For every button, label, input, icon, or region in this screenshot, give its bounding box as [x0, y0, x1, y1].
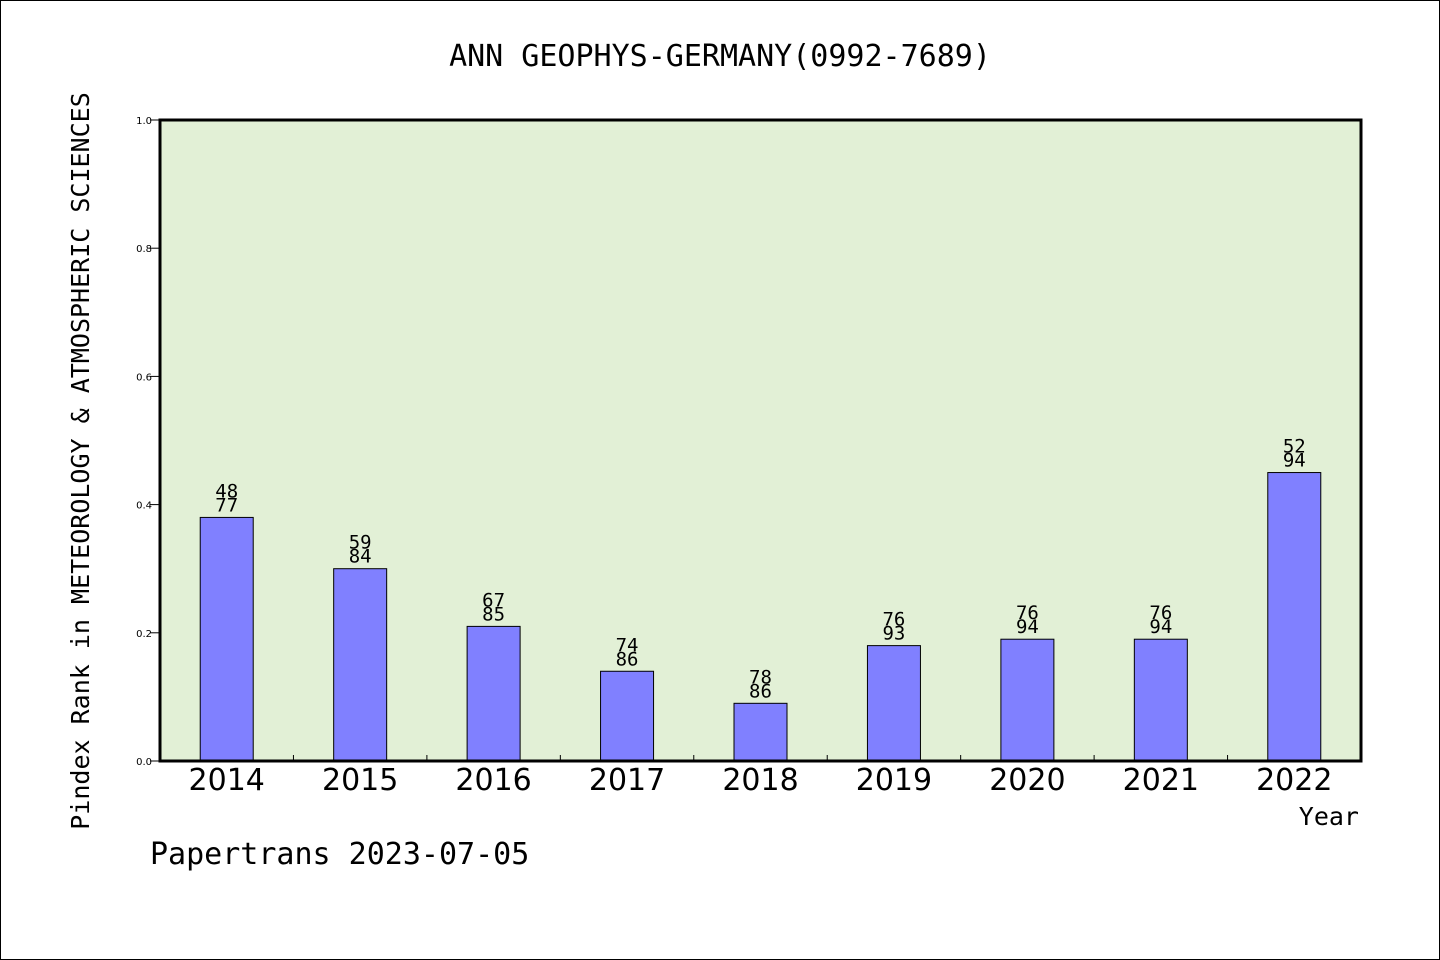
bar-label-bottom: 84: [349, 546, 372, 568]
bar-label-bottom: 94: [1283, 450, 1306, 472]
x-tick-label: 2019: [856, 763, 932, 798]
bar-2021: [1133, 638, 1188, 762]
chart-title: ANN GEOPHYS-GERMANY(0992-7689): [449, 39, 991, 74]
bar-label-top: 67: [482, 589, 505, 611]
bar-2015: [333, 568, 388, 762]
x-tick-label: 2015: [322, 763, 398, 798]
bar-label-bottom: 94: [1149, 616, 1172, 638]
bar-label-bottom: 93: [882, 623, 905, 645]
x-tick-label: 2017: [589, 763, 665, 798]
bar-2016: [466, 625, 521, 762]
bar-2019: [866, 645, 921, 762]
bar-label-bottom: 85: [482, 603, 505, 625]
x-tick-label: 2014: [189, 763, 265, 798]
bar-label-top: 76: [882, 609, 905, 631]
bar-label-bottom: 77: [215, 494, 238, 516]
bar-2014: [199, 516, 254, 762]
y-tick-label: 0.4: [136, 501, 152, 512]
bar-2022: [1267, 472, 1322, 762]
x-tick-label: 2021: [1123, 763, 1199, 798]
x-axis-label: Year: [1299, 802, 1359, 831]
bar-label-bottom: 86: [616, 648, 639, 670]
x-tick-label: 2022: [1256, 763, 1332, 798]
bar-2017: [600, 670, 655, 762]
bar-2020: [1000, 638, 1055, 762]
y-tick-label: 1.0: [136, 116, 152, 127]
y-tick-label: 0.6: [136, 372, 152, 383]
plot-frame: [158, 118, 1363, 763]
bar-label-top: 76: [1149, 602, 1172, 624]
x-tick-label: 2018: [722, 763, 798, 798]
bar-label-top: 76: [1016, 602, 1039, 624]
x-axis-ticks: 2014 2015 2016 2017 2018 2019 2020 2021 2022: [189, 755, 1332, 798]
y-tick-label: 0.8: [136, 244, 152, 255]
bar-label-top: 48: [215, 480, 238, 502]
footer-credit: Papertrans 2023-07-05: [150, 837, 529, 872]
y-axis-ticks: 0.0 0.2 0.4 0.6 0.8 1.0: [136, 116, 160, 768]
y-tick-label: 0.2: [136, 629, 152, 640]
bar-label-bottom: 86: [749, 680, 772, 702]
bars-group: [199, 472, 1322, 762]
bar-label-bottom: 94: [1016, 616, 1039, 638]
bar-label-top: 78: [749, 666, 772, 688]
bar-label-top: 59: [349, 532, 372, 554]
bar-2018: [733, 702, 788, 762]
x-tick-label: 2016: [455, 763, 531, 798]
y-tick-label: 0.0: [136, 757, 152, 768]
bar-label-top: 52: [1283, 436, 1306, 458]
x-tick-label: 2020: [989, 763, 1065, 798]
bar-label-top: 74: [616, 634, 639, 656]
y-axis-label: Pindex Rank in METEOROLOGY & ATMOSPHERIC…: [66, 92, 95, 830]
